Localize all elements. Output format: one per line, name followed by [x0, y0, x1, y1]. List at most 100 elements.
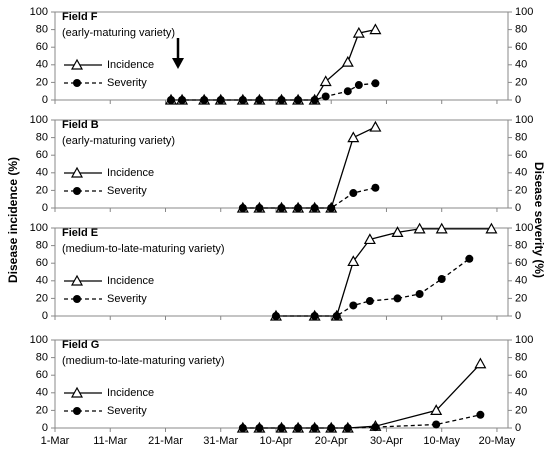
- legend-label: Incidence: [107, 387, 154, 399]
- y-tick-label: 80: [36, 24, 48, 36]
- marker: [277, 424, 286, 432]
- y2-axis-label: Disease severity (%): [532, 162, 546, 278]
- marker: [363, 233, 376, 245]
- panel-title: Field G: [62, 339, 99, 351]
- marker: [476, 410, 485, 419]
- panel-subtitle: (early-maturing variety): [62, 135, 175, 147]
- marker: [327, 424, 336, 432]
- marker: [365, 297, 374, 306]
- legend-marker: [73, 79, 81, 87]
- marker: [255, 204, 264, 212]
- y-tick-label: 0: [42, 310, 48, 322]
- marker: [352, 26, 365, 38]
- marker: [294, 96, 303, 104]
- x-tick-label: 21-Mar: [148, 435, 183, 447]
- y2-tick-label: 60: [515, 369, 527, 381]
- marker: [430, 404, 443, 415]
- marker: [349, 301, 358, 310]
- marker: [327, 204, 336, 212]
- legend-marker: [73, 295, 81, 303]
- marker: [238, 96, 247, 104]
- marker: [238, 204, 247, 212]
- x-tick-label: 31-Mar: [203, 435, 238, 447]
- panel-subtitle: (early-maturing variety): [62, 27, 175, 39]
- x-tick-label: 30-Apr: [370, 435, 403, 447]
- series-line: [242, 187, 376, 209]
- legend-marker: [70, 58, 84, 70]
- marker: [413, 222, 426, 234]
- marker: [321, 92, 330, 101]
- y2-tick-label: 80: [515, 132, 527, 144]
- marker: [294, 204, 303, 212]
- marker: [310, 424, 319, 432]
- y2-tick-label: 40: [515, 275, 527, 287]
- marker: [167, 96, 176, 104]
- y2-tick-label: 0: [515, 94, 521, 106]
- x-tick-label: 1-Mar: [41, 435, 70, 447]
- marker: [347, 255, 360, 267]
- marker: [371, 79, 380, 88]
- series-line: [242, 414, 481, 429]
- marker: [310, 204, 319, 212]
- y2-tick-label: 80: [515, 240, 527, 252]
- x-tick-label: 20-Apr: [315, 435, 348, 447]
- marker: [200, 96, 209, 104]
- marker: [369, 23, 382, 35]
- y2-tick-label: 60: [515, 41, 527, 53]
- y2-tick-label: 0: [515, 202, 521, 214]
- marker: [294, 424, 303, 432]
- y2-tick-label: 0: [515, 310, 521, 322]
- y-tick-label: 0: [42, 94, 48, 106]
- marker: [435, 222, 448, 234]
- x-tick-label: 20-May: [479, 435, 516, 447]
- marker: [437, 275, 446, 284]
- marker: [354, 81, 363, 90]
- marker: [393, 294, 402, 303]
- y2-tick-label: 100: [515, 222, 533, 234]
- marker: [432, 420, 441, 429]
- y-tick-label: 60: [36, 149, 48, 161]
- marker: [319, 75, 332, 87]
- y2-tick-label: 20: [515, 404, 527, 416]
- marker: [391, 226, 404, 237]
- y-tick-label: 20: [36, 292, 48, 304]
- y2-tick-label: 20: [515, 76, 527, 88]
- marker: [332, 312, 341, 320]
- x-tick-label: 10-Apr: [259, 435, 292, 447]
- y2-tick-label: 100: [515, 334, 533, 346]
- x-tick-label: 11-Mar: [93, 435, 127, 447]
- y-tick-label: 80: [36, 240, 48, 252]
- y2-tick-label: 80: [515, 24, 527, 36]
- series-line: [276, 258, 470, 317]
- legend-marker: [70, 166, 84, 178]
- y-tick-label: 0: [42, 422, 48, 434]
- panel-title: Field B: [62, 119, 99, 131]
- legend-label: Incidence: [107, 59, 154, 71]
- legend-label: Severity: [107, 77, 147, 89]
- y-tick-label: 100: [30, 114, 48, 126]
- marker: [415, 290, 424, 298]
- y-tick-label: 60: [36, 369, 48, 381]
- y2-tick-label: 100: [515, 114, 533, 126]
- marker: [343, 87, 352, 96]
- y2-tick-label: 80: [515, 352, 527, 364]
- marker: [485, 222, 498, 234]
- marker: [178, 96, 187, 104]
- marker: [369, 120, 382, 132]
- y-tick-label: 40: [36, 387, 48, 399]
- y-axis-label: Disease incidence (%): [6, 157, 20, 283]
- legend-label: Incidence: [107, 275, 154, 287]
- panel-title: Field F: [62, 11, 98, 23]
- y-tick-label: 40: [36, 59, 48, 71]
- y-tick-label: 40: [36, 275, 48, 287]
- marker: [310, 96, 319, 104]
- panel-subtitle: (medium-to-late-maturing variety): [62, 243, 225, 255]
- legend-marker: [73, 187, 81, 195]
- marker: [255, 424, 264, 432]
- panel-title: Field E: [62, 227, 98, 239]
- y-tick-label: 80: [36, 132, 48, 144]
- legend-label: Incidence: [107, 167, 154, 179]
- y2-tick-label: 40: [515, 387, 527, 399]
- x-tick-label: 10-May: [423, 435, 460, 447]
